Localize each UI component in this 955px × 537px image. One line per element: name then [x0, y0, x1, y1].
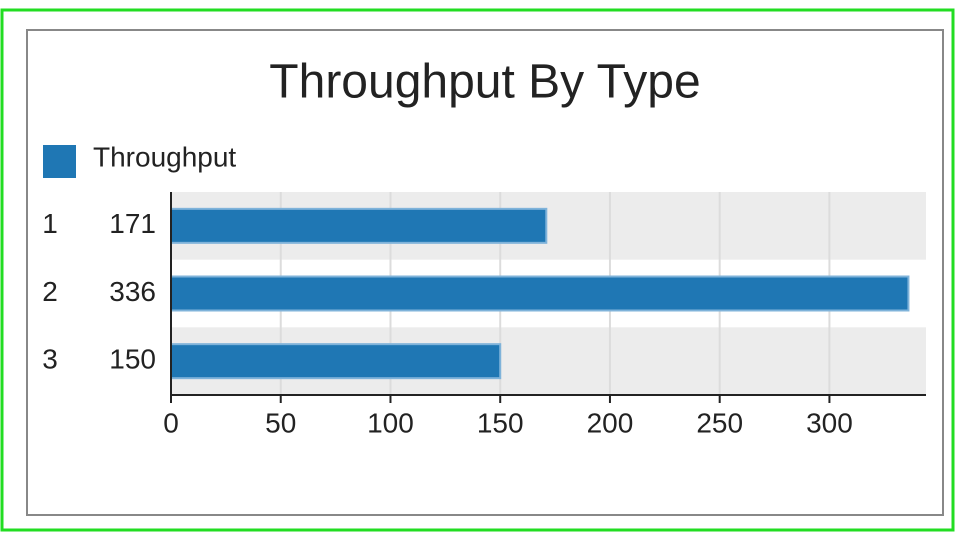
y-tick-label: 2 [42, 276, 58, 307]
x-tick-label: 0 [163, 407, 179, 438]
chart-title: Throughput By Type [269, 56, 700, 109]
bar [170, 275, 910, 312]
legend-label: Throughput [93, 141, 236, 172]
x-tick-label: 50 [265, 407, 296, 438]
y-tick-label: 3 [42, 344, 58, 375]
panel [26, 29, 944, 516]
bar [170, 207, 548, 244]
value-label: 171 [109, 208, 156, 239]
x-tick-label: 150 [477, 407, 524, 438]
value-label: 150 [109, 344, 156, 375]
x-tick-label: 250 [696, 407, 743, 438]
legend-swatch [43, 145, 76, 178]
x-tick-label: 200 [587, 407, 634, 438]
y-tick-label: 1 [42, 208, 58, 239]
x-tick-label: 300 [806, 407, 853, 438]
x-tick-label: 100 [367, 407, 414, 438]
value-label: 336 [109, 276, 156, 307]
bar [170, 343, 502, 380]
